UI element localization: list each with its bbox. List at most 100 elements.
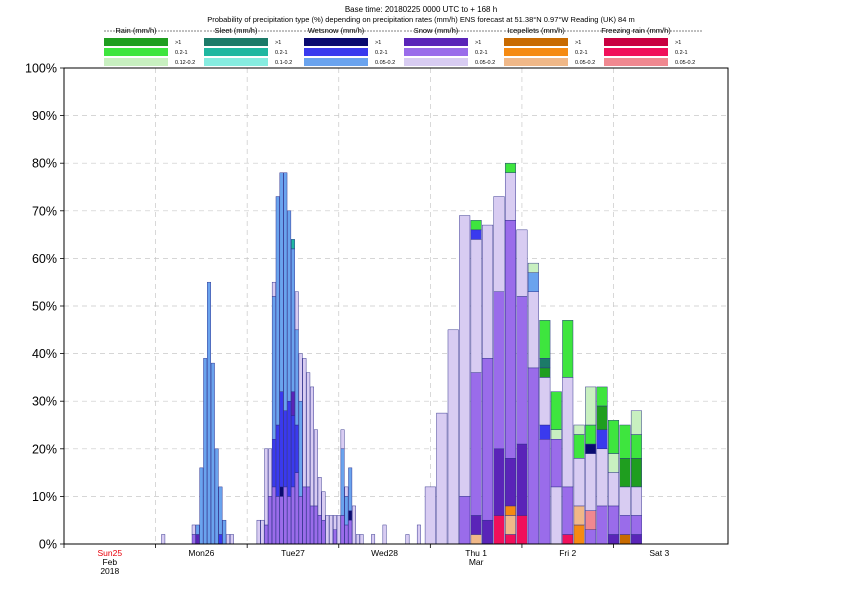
bar-segment xyxy=(218,486,223,535)
legend-swatch xyxy=(404,48,468,56)
bar-segment xyxy=(191,524,196,535)
bar-segment xyxy=(344,524,349,545)
bar-segment xyxy=(596,405,608,430)
bar-segment xyxy=(482,519,494,545)
bar-segment xyxy=(585,529,597,545)
bar-segment xyxy=(191,534,196,545)
bar-segment xyxy=(310,505,314,545)
bar-segment xyxy=(310,386,314,507)
legend-swatch xyxy=(504,58,568,66)
bar-segment xyxy=(619,486,631,516)
bar-segment xyxy=(229,534,234,545)
bar-segment xyxy=(271,281,276,297)
bar-segment xyxy=(283,410,288,488)
bar-segment xyxy=(619,458,631,488)
bar-segment xyxy=(585,510,597,530)
bar-segment xyxy=(585,453,597,511)
bar-segment xyxy=(504,162,516,173)
bar-segment xyxy=(550,486,562,545)
bar-segment xyxy=(619,534,631,545)
bar-segment xyxy=(516,296,528,445)
bar-segment xyxy=(226,534,231,545)
bar-segment xyxy=(333,515,337,530)
plot-frame xyxy=(63,67,729,545)
legend-group-title: Wetsnow (mm/h) xyxy=(308,26,365,35)
bar-segment xyxy=(562,377,574,488)
bar-segment xyxy=(416,524,421,545)
legend-item-label: 0.05-0.2 xyxy=(375,60,395,66)
bar-segment xyxy=(573,458,585,507)
bar-segment xyxy=(287,400,292,497)
bar-segment xyxy=(325,515,330,545)
bar-segment xyxy=(504,172,516,221)
x-year-label: 2018 xyxy=(100,566,119,576)
bar-segment xyxy=(298,353,303,402)
bar-segment xyxy=(504,534,516,545)
legend-swatch xyxy=(304,48,368,56)
bar-segment xyxy=(470,372,482,516)
bar-segment xyxy=(199,467,204,545)
bar-segment xyxy=(573,505,585,526)
bar-segment xyxy=(302,486,307,545)
bar-segment xyxy=(573,424,585,435)
bar-segment xyxy=(493,291,505,450)
bar-segment xyxy=(470,515,482,535)
bar-segment xyxy=(344,496,349,526)
bar-segment xyxy=(302,358,307,488)
legend-group-title: Icepellets (mm/h) xyxy=(507,26,565,35)
bar-segment xyxy=(493,515,505,545)
bar-segment xyxy=(313,505,318,545)
bar-segment xyxy=(306,486,311,545)
y-tick-label: 0% xyxy=(39,538,57,552)
x-day-label: Mon26 xyxy=(188,548,214,558)
bar-segment xyxy=(470,220,482,231)
legend-swatch xyxy=(504,38,568,46)
bar-segment xyxy=(344,486,349,497)
bar-segment xyxy=(291,415,295,488)
bar-segment xyxy=(527,272,539,292)
x-day-label: Thu 1 xyxy=(465,548,487,558)
legend-item-label: 0.05-0.2 xyxy=(475,60,495,66)
bar-segment xyxy=(504,220,516,459)
bar-segment xyxy=(313,429,318,507)
y-tick-label: 40% xyxy=(32,347,57,361)
bar-segment xyxy=(371,534,376,545)
bar-segment xyxy=(291,248,295,392)
bar-segment xyxy=(493,196,505,292)
bar-segment xyxy=(539,439,551,545)
bar-segment xyxy=(585,386,597,426)
bar-segment xyxy=(608,505,620,535)
bar-segment xyxy=(207,281,211,545)
legend-swatch xyxy=(104,48,168,56)
bar-segment xyxy=(470,534,482,545)
legend-item-label: >1 xyxy=(675,40,681,46)
legend-swatch xyxy=(404,58,468,66)
y-tick-label: 10% xyxy=(32,490,57,504)
bar-segment xyxy=(585,443,597,454)
y-tick-label: 100% xyxy=(25,62,57,76)
bar-segment xyxy=(260,519,265,545)
bar-segment xyxy=(222,519,227,545)
legend-swatch xyxy=(104,58,168,66)
bar-segment xyxy=(585,424,597,445)
bar-segment xyxy=(562,534,574,545)
y-tick-label: 30% xyxy=(32,395,57,409)
bar-segment xyxy=(294,424,299,473)
x-month-label: Feb xyxy=(102,557,117,567)
bar-segment xyxy=(596,386,608,407)
bar-segment xyxy=(630,534,642,545)
legend-group-title: Sleet (mm/h) xyxy=(215,26,258,35)
bar-segment xyxy=(470,239,482,373)
chart-title-line2: Probability of precipitation type (%) de… xyxy=(207,15,634,24)
bar-segment xyxy=(539,377,551,426)
bar-segment xyxy=(405,534,410,545)
x-day-label: Sun25 xyxy=(97,548,122,558)
bar-segment xyxy=(550,439,562,488)
bar-segment xyxy=(359,534,364,545)
legend-swatch xyxy=(604,38,668,46)
bar-segment xyxy=(504,515,516,535)
bar-segment xyxy=(340,429,345,450)
bar-segment xyxy=(283,486,288,545)
bar-segment xyxy=(596,505,608,545)
bar-segment xyxy=(573,434,585,459)
